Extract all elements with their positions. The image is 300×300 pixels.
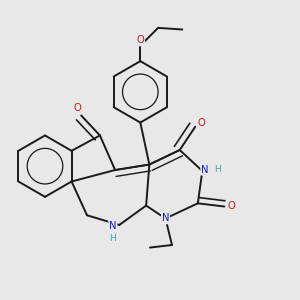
- Text: N: N: [109, 220, 117, 231]
- Text: H: H: [214, 165, 221, 174]
- Text: O: O: [136, 35, 144, 46]
- Text: O: O: [227, 201, 235, 211]
- Text: O: O: [197, 118, 205, 128]
- Text: O: O: [74, 103, 81, 113]
- Text: H: H: [110, 234, 116, 243]
- Text: N: N: [201, 165, 209, 175]
- Text: N: N: [162, 214, 169, 224]
